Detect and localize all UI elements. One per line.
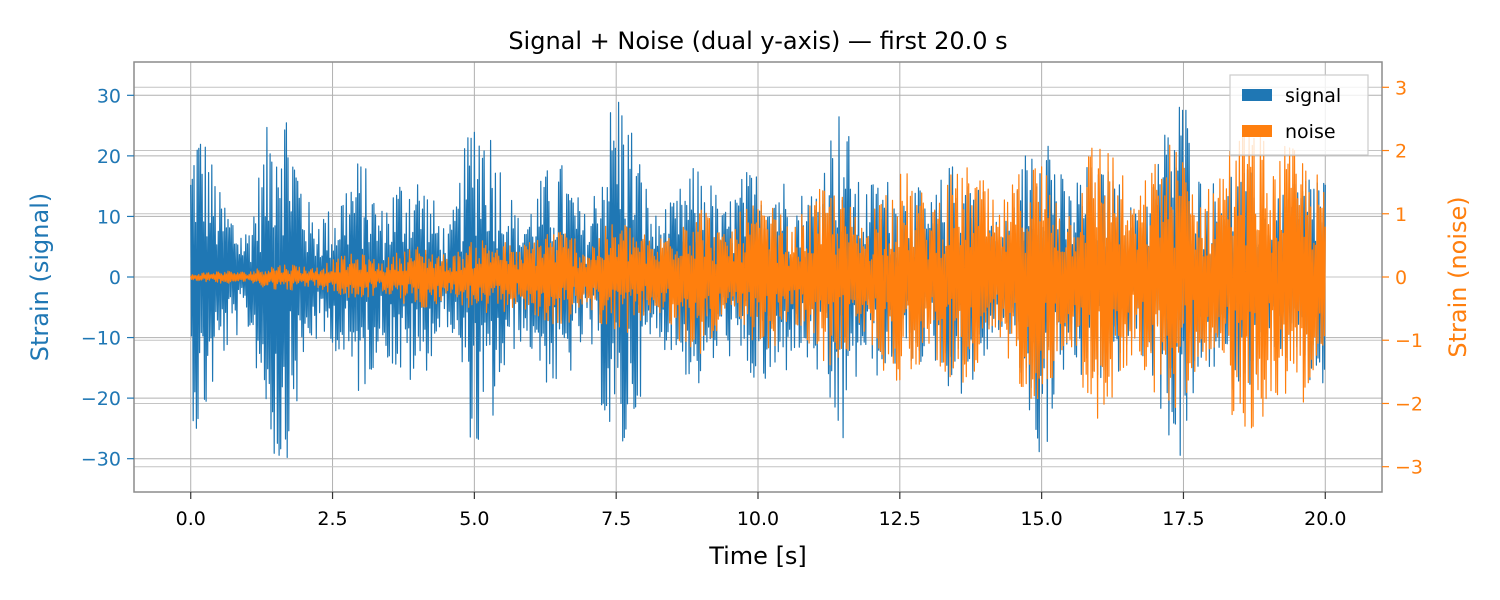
y-left-tick-label: 20	[97, 146, 121, 168]
x-tick-label: 2.5	[317, 508, 347, 530]
legend-label-signal: signal	[1285, 85, 1341, 107]
y-axis-right: −3 −2 −1 0 1 2 3	[1382, 77, 1423, 479]
y-right-tick-label: −3	[1395, 457, 1423, 479]
legend: signal noise	[1229, 74, 1369, 156]
x-tick-label: 5.0	[459, 508, 489, 530]
y-axis-left: −30 −20 −10 0 10 20 30	[81, 85, 134, 471]
y-right-tick-label: 0	[1395, 267, 1407, 289]
y-right-tick-label: 1	[1395, 204, 1407, 226]
y-left-tick-label: 30	[97, 85, 121, 107]
x-axis: 0.0 2.5 5.0 7.5 10.0 12.5 15.0 17.5 20.0	[176, 492, 1346, 530]
y-left-tick-label: −10	[81, 328, 121, 350]
x-tick-label: 12.5	[879, 508, 921, 530]
y-right-tick-label: 2	[1395, 141, 1407, 163]
legend-label-noise: noise	[1285, 121, 1336, 143]
legend-swatch-noise	[1242, 125, 1272, 137]
y-left-tick-label: −20	[81, 388, 121, 410]
y-axis-left-label: Strain (signal)	[26, 193, 54, 361]
x-tick-label: 17.5	[1162, 508, 1204, 530]
x-tick-label: 15.0	[1020, 508, 1062, 530]
series-line-noise	[190, 132, 1326, 429]
x-tick-label: 10.0	[737, 508, 779, 530]
y-right-tick-label: −2	[1395, 393, 1423, 415]
y-left-tick-label: 0	[109, 267, 121, 289]
plot-layer	[190, 101, 1326, 458]
y-left-tick-label: −30	[81, 449, 121, 471]
x-tick-label: 7.5	[601, 508, 631, 530]
x-axis-label: Time [s]	[708, 542, 807, 570]
x-tick-label: 0.0	[176, 508, 206, 530]
chart-title: Signal + Noise (dual y-axis) — first 20.…	[508, 27, 1007, 55]
legend-box	[1229, 74, 1369, 156]
y-left-tick-label: 10	[97, 206, 121, 228]
y-axis-right-label: Strain (noise)	[1444, 196, 1472, 357]
x-tick-label: 20.0	[1304, 508, 1346, 530]
y-right-tick-label: −1	[1395, 330, 1423, 352]
legend-swatch-signal	[1242, 89, 1272, 101]
y-right-tick-label: 3	[1395, 77, 1407, 99]
